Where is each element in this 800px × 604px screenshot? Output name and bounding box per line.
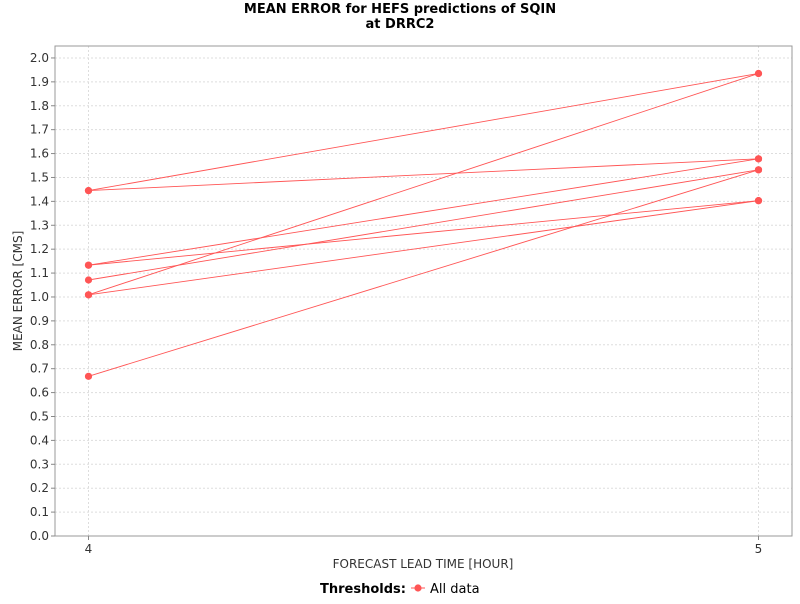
x-tick-label: 5 bbox=[755, 542, 763, 556]
data-point bbox=[84, 276, 93, 284]
data-point bbox=[84, 291, 93, 299]
y-tick-label: 2.0 bbox=[30, 51, 49, 65]
y-tick-label: 1.6 bbox=[30, 147, 49, 161]
data-point bbox=[754, 166, 763, 174]
data-point bbox=[84, 187, 93, 195]
series-line bbox=[88, 200, 759, 266]
series-line bbox=[88, 169, 759, 281]
series-line bbox=[88, 73, 759, 192]
series-line bbox=[88, 73, 759, 296]
legend-marker bbox=[414, 584, 422, 592]
y-tick-label: 1.8 bbox=[30, 99, 49, 113]
legend-label: All data bbox=[430, 582, 480, 597]
data-point bbox=[754, 155, 763, 163]
y-tick-label: 0.5 bbox=[30, 409, 49, 423]
data-point bbox=[754, 197, 763, 205]
y-tick-label: 0.0 bbox=[30, 529, 49, 543]
y-tick-label: 1.0 bbox=[30, 290, 49, 304]
y-tick-label: 0.7 bbox=[30, 362, 49, 376]
y-tick-label: 0.4 bbox=[30, 433, 49, 447]
y-tick-label: 0.1 bbox=[30, 505, 49, 519]
y-axis-ticks: 0.0 0.1 0.2 0.3 0.4 0.5 0.6 0.7 0.8 0.9 1.0 1.1 1.2 1… bbox=[30, 51, 55, 543]
series-segment bbox=[84, 155, 763, 269]
data-point bbox=[84, 372, 93, 380]
y-tick-label: 1.3 bbox=[30, 218, 49, 232]
series-line bbox=[88, 158, 759, 266]
y-tick-label: 0.9 bbox=[30, 314, 49, 328]
chart-title-line2: at DRRC2 bbox=[366, 17, 435, 32]
y-tick-label: 1.1 bbox=[30, 266, 49, 280]
series-all-data bbox=[84, 69, 763, 380]
chart-title-line1: MEAN ERROR for HEFS predictions of SQIN bbox=[244, 2, 556, 17]
y-tick-label: 1.2 bbox=[30, 242, 49, 256]
series-segment bbox=[84, 197, 763, 299]
series-segment bbox=[84, 166, 763, 380]
data-point bbox=[84, 261, 93, 269]
series-line bbox=[88, 158, 759, 192]
plot-area bbox=[54, 45, 793, 537]
series-segment bbox=[84, 197, 763, 269]
data-point bbox=[754, 69, 763, 78]
y-tick-label: 0.2 bbox=[30, 481, 49, 495]
legend: Thresholds: All data bbox=[320, 582, 480, 597]
y-tick-label: 1.4 bbox=[30, 194, 49, 208]
y-tick-label: 1.7 bbox=[30, 123, 49, 137]
series-line bbox=[88, 169, 759, 377]
y-tick-label: 1.5 bbox=[30, 170, 49, 184]
y-tick-label: 0.8 bbox=[30, 338, 49, 352]
x-tick-label: 4 bbox=[85, 542, 93, 556]
grid-lines bbox=[55, 46, 792, 537]
x-axis-label: FORECAST LEAD TIME [HOUR] bbox=[333, 557, 514, 571]
legend-title: Thresholds: bbox=[320, 582, 406, 597]
series-segment bbox=[84, 69, 763, 195]
y-axis-label: MEAN ERROR [CMS] bbox=[11, 231, 25, 352]
y-tick-label: 0.3 bbox=[30, 457, 49, 471]
series-line bbox=[88, 200, 759, 296]
y-tick-label: 0.6 bbox=[30, 386, 49, 400]
y-tick-label: 1.9 bbox=[30, 75, 49, 89]
